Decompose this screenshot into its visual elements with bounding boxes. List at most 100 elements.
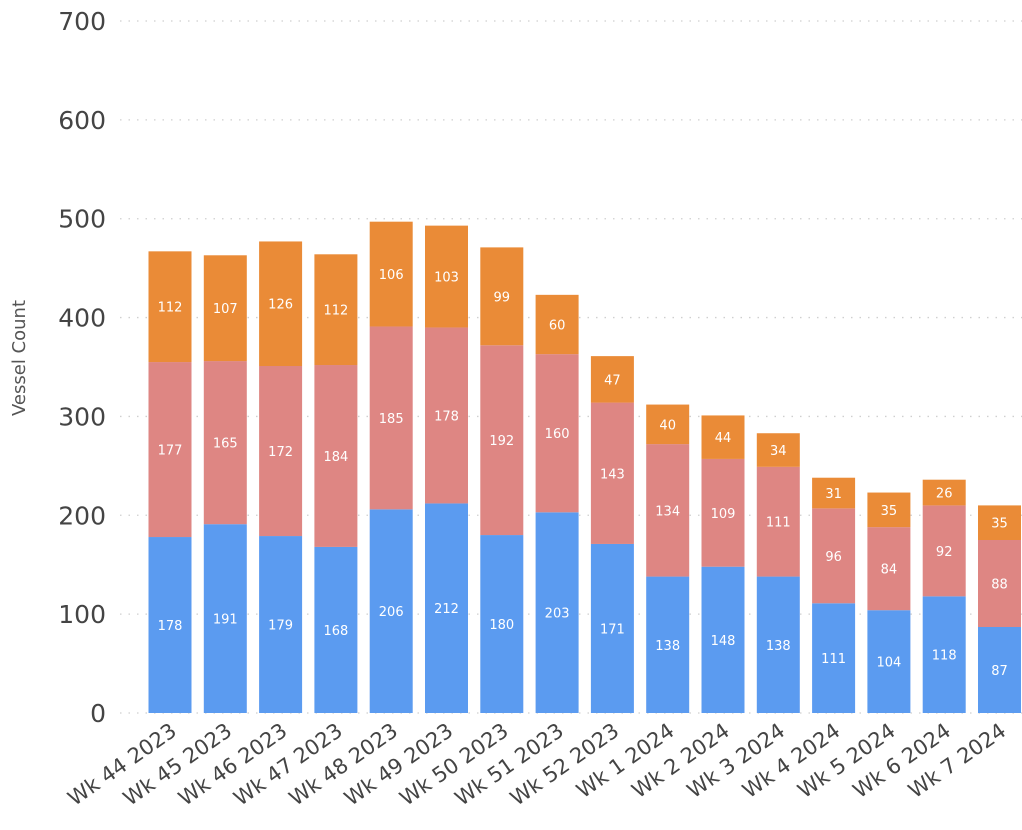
bar-segment xyxy=(535,294,579,355)
data-label: 191 xyxy=(213,613,238,628)
bar-segment xyxy=(978,505,1021,540)
bar-segment xyxy=(812,477,856,509)
y-tick-label: 400 xyxy=(58,304,106,333)
data-label: 134 xyxy=(655,504,680,519)
bar-segment xyxy=(922,505,966,597)
data-label: 180 xyxy=(489,618,514,633)
y-tick-label: 600 xyxy=(58,106,106,135)
data-label: 172 xyxy=(268,445,293,460)
bar-segment xyxy=(867,492,911,528)
bar-segment xyxy=(369,326,413,510)
bar-segment xyxy=(701,458,745,567)
bar-segment xyxy=(425,225,468,328)
bar-segment xyxy=(148,251,192,363)
bar-segment xyxy=(922,596,966,713)
bar-segment xyxy=(148,362,192,538)
bar-segment xyxy=(646,404,690,445)
data-label: 118 xyxy=(932,649,957,664)
data-label: 84 xyxy=(881,563,898,578)
bar-segment xyxy=(148,537,192,713)
bar-segment xyxy=(922,479,966,506)
data-label: 34 xyxy=(770,444,787,459)
bars: 178 177 112 191 165 107 179 172 126 168 184 112 206 1… xyxy=(148,221,1021,713)
y-tick-label: 100 xyxy=(58,600,106,629)
data-label: 206 xyxy=(379,605,404,620)
bar-segment xyxy=(812,603,856,713)
bar-segment xyxy=(314,254,358,366)
y-tick-label: 0 xyxy=(90,699,106,728)
bar-segment xyxy=(590,543,634,713)
bar-segment xyxy=(425,327,468,504)
bar-segment xyxy=(978,540,1021,627)
y-tick-label: 200 xyxy=(58,501,106,530)
data-label: 165 xyxy=(213,437,238,452)
bar-segment xyxy=(480,247,524,346)
bar-segment xyxy=(812,508,856,604)
data-label: 192 xyxy=(489,434,514,449)
data-label: 44 xyxy=(715,431,732,446)
data-label: 168 xyxy=(323,624,348,639)
bar-segment xyxy=(978,626,1021,713)
bar-segment xyxy=(314,546,358,713)
data-label: 111 xyxy=(766,516,791,531)
data-label: 106 xyxy=(379,268,404,283)
bar-segment xyxy=(701,415,745,459)
data-label: 60 xyxy=(549,318,566,333)
bar-segment xyxy=(646,444,690,577)
bar-segment xyxy=(535,512,579,713)
data-label: 104 xyxy=(876,656,901,671)
bar-segment xyxy=(259,241,303,367)
data-label: 178 xyxy=(434,409,459,424)
data-label: 203 xyxy=(545,607,570,622)
bar-segment xyxy=(756,576,800,713)
bar-segment xyxy=(590,356,634,403)
bar-segment xyxy=(756,433,800,467)
data-label: 179 xyxy=(268,619,293,634)
bar-segment xyxy=(203,255,247,362)
bar-segment xyxy=(701,566,745,713)
bar-segment xyxy=(590,402,634,544)
bar-segment xyxy=(259,536,303,713)
bar-segment xyxy=(425,503,468,713)
data-label: 212 xyxy=(434,602,459,617)
data-label: 47 xyxy=(604,373,621,388)
bar-segment xyxy=(203,361,247,525)
y-tick-label: 300 xyxy=(58,402,106,431)
data-label: 138 xyxy=(766,639,791,654)
data-label: 35 xyxy=(881,504,898,519)
y-axis: 0 100 200 300 400 500 600 700 xyxy=(58,7,106,728)
bar-segment xyxy=(867,610,911,713)
data-label: 185 xyxy=(379,412,404,427)
bar-segment xyxy=(203,524,247,713)
bar-segment xyxy=(756,466,800,577)
data-label: 184 xyxy=(323,450,348,465)
data-label: 112 xyxy=(158,301,183,316)
y-axis-title: Vessel Count xyxy=(9,300,30,416)
bar-segment xyxy=(369,221,413,327)
bar-segment xyxy=(646,576,690,713)
data-label: 178 xyxy=(158,619,183,634)
data-label: 126 xyxy=(268,298,293,313)
y-tick-label: 700 xyxy=(58,7,106,36)
data-label: 143 xyxy=(600,467,625,482)
bar-segment xyxy=(369,509,413,713)
data-label: 35 xyxy=(991,517,1008,532)
data-label: 103 xyxy=(434,271,459,286)
data-label: 88 xyxy=(991,577,1008,592)
data-label: 171 xyxy=(600,622,625,637)
y-tick-label: 500 xyxy=(58,205,106,234)
data-label: 96 xyxy=(825,550,842,565)
data-label: 40 xyxy=(659,418,676,433)
data-label: 99 xyxy=(494,290,511,305)
data-label: 111 xyxy=(821,652,846,667)
data-label: 112 xyxy=(323,304,348,319)
bar-segment xyxy=(535,354,579,513)
data-label: 148 xyxy=(711,634,736,649)
data-label: 109 xyxy=(711,507,736,522)
bar-segment xyxy=(314,365,358,547)
data-label: 87 xyxy=(991,664,1008,679)
data-label: 177 xyxy=(158,444,183,459)
bar-segment xyxy=(480,345,524,536)
